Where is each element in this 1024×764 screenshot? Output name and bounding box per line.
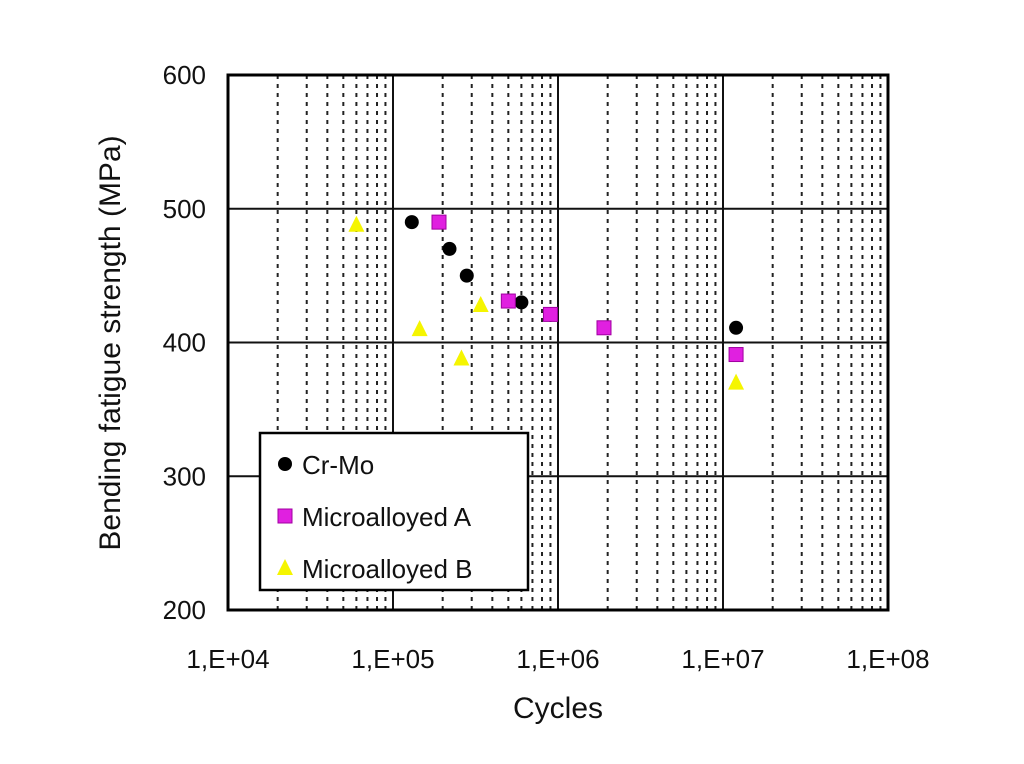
data-point-cr-mo bbox=[404, 215, 419, 230]
x-tick-label: 1,E+05 bbox=[351, 644, 434, 674]
y-tick-label: 400 bbox=[163, 328, 206, 358]
x-tick-label: 1,E+08 bbox=[846, 644, 929, 674]
y-tick-label: 500 bbox=[163, 194, 206, 224]
legend-label-microalloyed-a: Microalloyed A bbox=[302, 502, 472, 532]
plot-frame bbox=[226, 73, 890, 612]
data-point-microalloyed-a bbox=[596, 320, 612, 336]
data-point-microalloyed-b bbox=[348, 215, 365, 232]
legend: Cr-Mo Microalloyed A Microalloyed B bbox=[258, 431, 530, 592]
data-point-microalloyed-a bbox=[500, 293, 516, 309]
x-axis-title: Cycles bbox=[513, 692, 603, 725]
data-point-cr-mo bbox=[514, 295, 529, 310]
data-points bbox=[348, 214, 745, 390]
data-point-microalloyed-b bbox=[453, 349, 470, 366]
y-tick-label: 300 bbox=[163, 461, 206, 491]
legend-box bbox=[258, 431, 530, 592]
data-point-cr-mo bbox=[459, 268, 474, 283]
y-axis-title: Bending fatigue strength (MPa) bbox=[94, 135, 127, 550]
legend-label-microalloyed-b: Microalloyed B bbox=[302, 554, 473, 584]
y-tick-label: 200 bbox=[163, 595, 206, 625]
x-tick-label: 1,E+06 bbox=[516, 644, 599, 674]
data-point-microalloyed-a bbox=[728, 347, 744, 363]
legend-marker-microalloyed-b bbox=[277, 559, 293, 575]
x-tick-label: 1,E+04 bbox=[186, 644, 269, 674]
legend-label-cr-mo: Cr-Mo bbox=[302, 450, 374, 480]
data-point-microalloyed-b bbox=[728, 373, 745, 390]
data-point-cr-mo bbox=[729, 320, 744, 335]
axis-ticks: 1,E+04 1,E+05 1,E+06 1,E+07 1,E+08 200 300 400 5… bbox=[163, 60, 930, 674]
data-point-microalloyed-a bbox=[542, 306, 558, 322]
y-tick-label: 600 bbox=[163, 60, 206, 90]
legend-marker-cr-mo bbox=[278, 457, 292, 471]
data-point-microalloyed-a bbox=[431, 214, 447, 230]
x-tick-label: 1,E+07 bbox=[681, 644, 764, 674]
data-point-microalloyed-b bbox=[472, 296, 489, 313]
data-point-microalloyed-b bbox=[411, 320, 428, 337]
data-point-cr-mo bbox=[442, 241, 457, 256]
legend-marker-microalloyed-a bbox=[277, 508, 293, 524]
